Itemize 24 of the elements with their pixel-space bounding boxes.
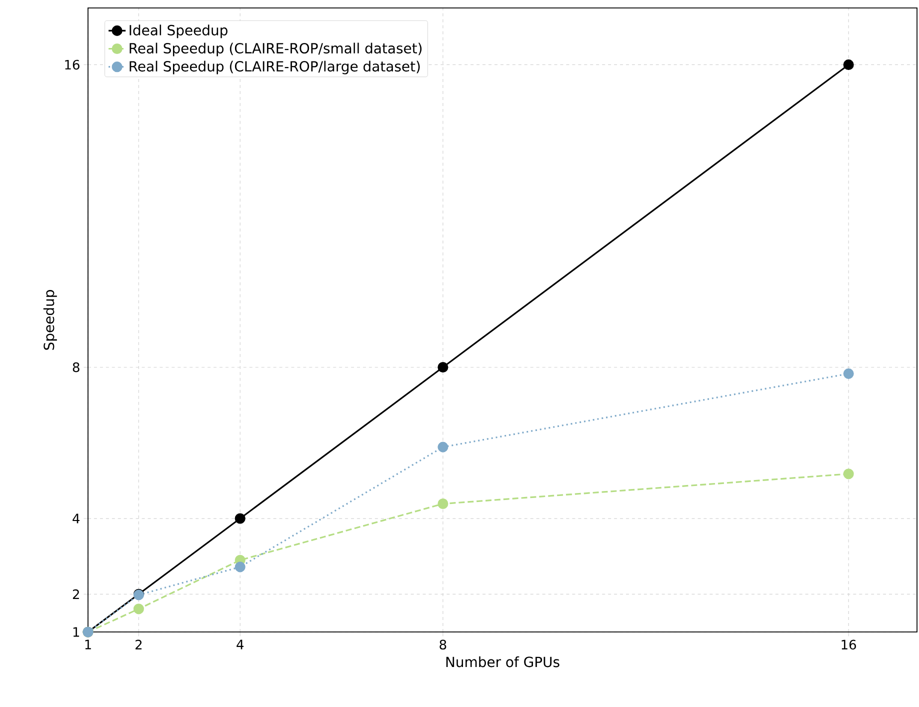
y-tick-label: 16 <box>65 60 80 70</box>
x-tick-label: 2 <box>136 640 142 650</box>
x-tick-label: 4 <box>236 640 244 650</box>
y-tick-label: 8 <box>72 362 80 372</box>
point <box>843 468 854 480</box>
y-tick-label: 1 <box>73 627 80 637</box>
point <box>234 562 246 572</box>
point <box>438 362 448 373</box>
point <box>234 513 246 524</box>
point <box>438 442 448 452</box>
x-tick-label: 16 <box>842 640 856 650</box>
x-tick-label: 8 <box>440 640 446 650</box>
point <box>843 59 854 70</box>
point <box>843 368 854 379</box>
point <box>133 604 144 614</box>
legend-label: Ideal Speedup <box>130 24 228 38</box>
y-tick-label: 2 <box>72 589 79 599</box>
x-tick-label: 1 <box>85 640 91 650</box>
x-axis-title: Number of GPUs <box>446 656 560 668</box>
legend-label: Real Speedup (CLAIRE-ROP/large dataset) <box>130 60 420 74</box>
y-tick-label: 4 <box>72 514 80 524</box>
legend-label: Real Speedup (CLAIRE-ROP/small dataset) <box>130 42 422 56</box>
y-axis-title: Speedup <box>43 290 57 350</box>
point <box>438 498 448 510</box>
